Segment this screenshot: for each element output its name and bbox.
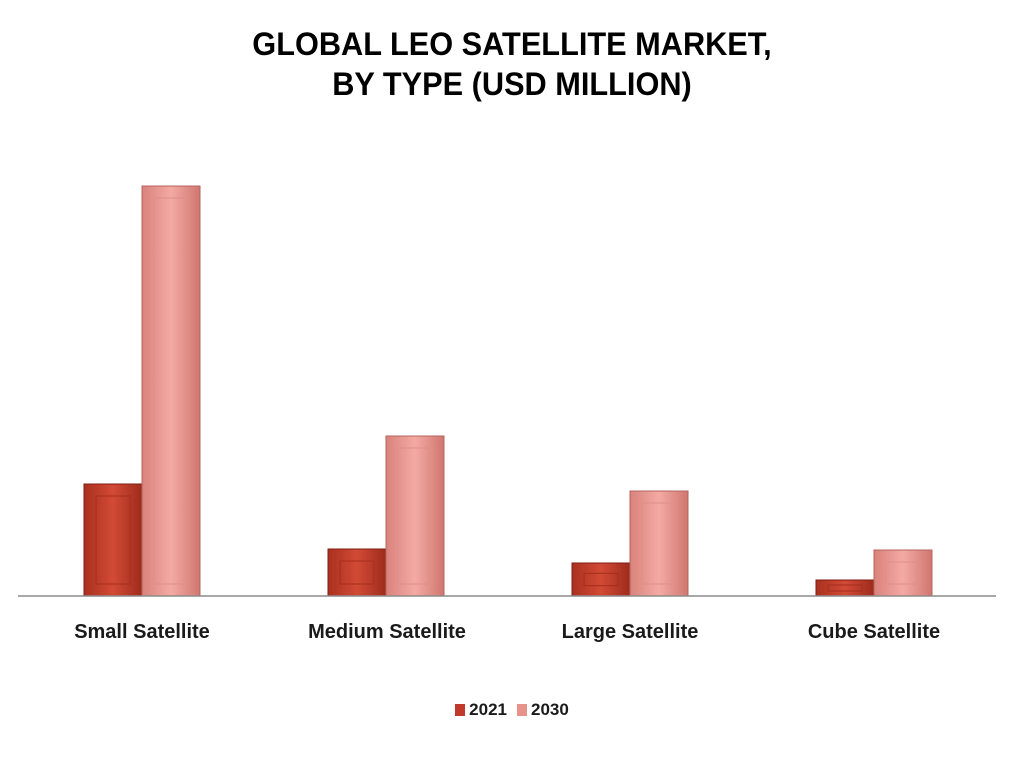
- legend-item-2021: 2021: [455, 700, 507, 720]
- bar-bevel-2021-large-satellite: [583, 572, 619, 587]
- category-label-medium-satellite: Medium Satellite: [308, 621, 466, 643]
- bar-2021-small-satellite: [83, 483, 143, 597]
- legend-label-2021: 2021: [469, 700, 507, 719]
- legend-item-2030: 2030: [517, 700, 569, 720]
- chart-title-line-1: GLOBAL LEO SATELLITE MARKET,: [252, 26, 772, 62]
- category-label-cube-satellite: Cube Satellite: [808, 621, 940, 643]
- bar-2030-small-satellite: [141, 185, 201, 597]
- bar-2030-large-satellite: [629, 490, 689, 597]
- bar-bevel-2030-cube-satellite: [885, 561, 921, 585]
- legend-label-2030: 2030: [531, 700, 569, 719]
- bar-bevel-2021-small-satellite: [95, 495, 131, 585]
- category-labels: Small Satellite Medium Satellite Large S…: [74, 621, 940, 643]
- bar-2030-cube-satellite: [873, 549, 933, 597]
- bar-2021-medium-satellite: [327, 548, 387, 597]
- bar-2021-cube-satellite: [815, 579, 875, 597]
- bar-bevel-2030-large-satellite: [641, 502, 677, 585]
- bar-2021-large-satellite: [571, 562, 631, 597]
- legend: 2021 2030: [0, 700, 1024, 720]
- bar-bevel-2030-medium-satellite: [397, 447, 433, 585]
- chart-title: GLOBAL LEO SATELLITE MARKET, BY TYPE (US…: [0, 24, 1024, 104]
- bar-bevel-2021-medium-satellite: [339, 560, 375, 585]
- chart-title-line-2: BY TYPE (USD MILLION): [332, 66, 692, 102]
- legend-swatch-2030: [517, 704, 527, 716]
- bar-2030-medium-satellite: [385, 435, 445, 597]
- legend-swatch-2021: [455, 704, 466, 716]
- category-label-large-satellite: Large Satellite: [562, 621, 699, 643]
- category-label-small-satellite: Small Satellite: [74, 621, 210, 643]
- bars-group: [83, 185, 933, 597]
- bar-bevel-2021-cube-satellite: [827, 584, 863, 592]
- bar-bevel-2030-small-satellite: [153, 197, 189, 585]
